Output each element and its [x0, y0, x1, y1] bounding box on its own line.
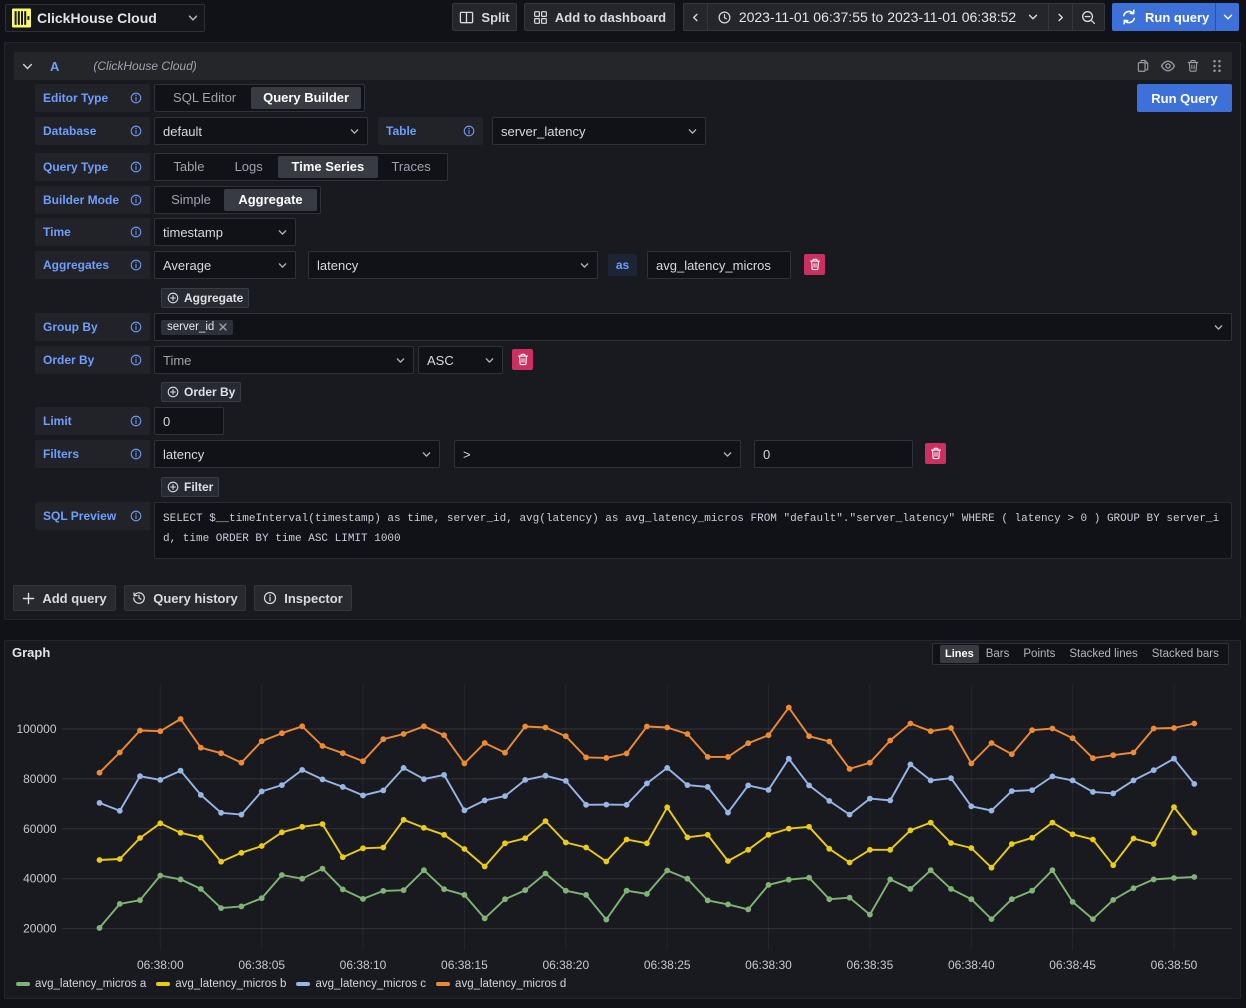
svg-text:60000: 60000 — [23, 822, 57, 836]
svg-text:06:38:40: 06:38:40 — [948, 958, 995, 972]
svg-text:20000: 20000 — [23, 922, 57, 936]
svg-text:06:38:15: 06:38:15 — [441, 958, 488, 972]
svg-text:40000: 40000 — [23, 872, 57, 886]
svg-text:06:38:30: 06:38:30 — [745, 958, 792, 972]
svg-text:06:38:05: 06:38:05 — [238, 958, 285, 972]
svg-text:06:38:35: 06:38:35 — [847, 958, 894, 972]
svg-text:06:38:45: 06:38:45 — [1049, 958, 1096, 972]
svg-text:06:38:25: 06:38:25 — [644, 958, 691, 972]
svg-text:06:38:20: 06:38:20 — [542, 958, 589, 972]
svg-text:100000: 100000 — [16, 722, 56, 736]
svg-text:06:38:50: 06:38:50 — [1151, 958, 1198, 972]
svg-text:06:38:00: 06:38:00 — [137, 958, 184, 972]
svg-text:06:38:10: 06:38:10 — [340, 958, 387, 972]
svg-text:80000: 80000 — [23, 772, 57, 786]
